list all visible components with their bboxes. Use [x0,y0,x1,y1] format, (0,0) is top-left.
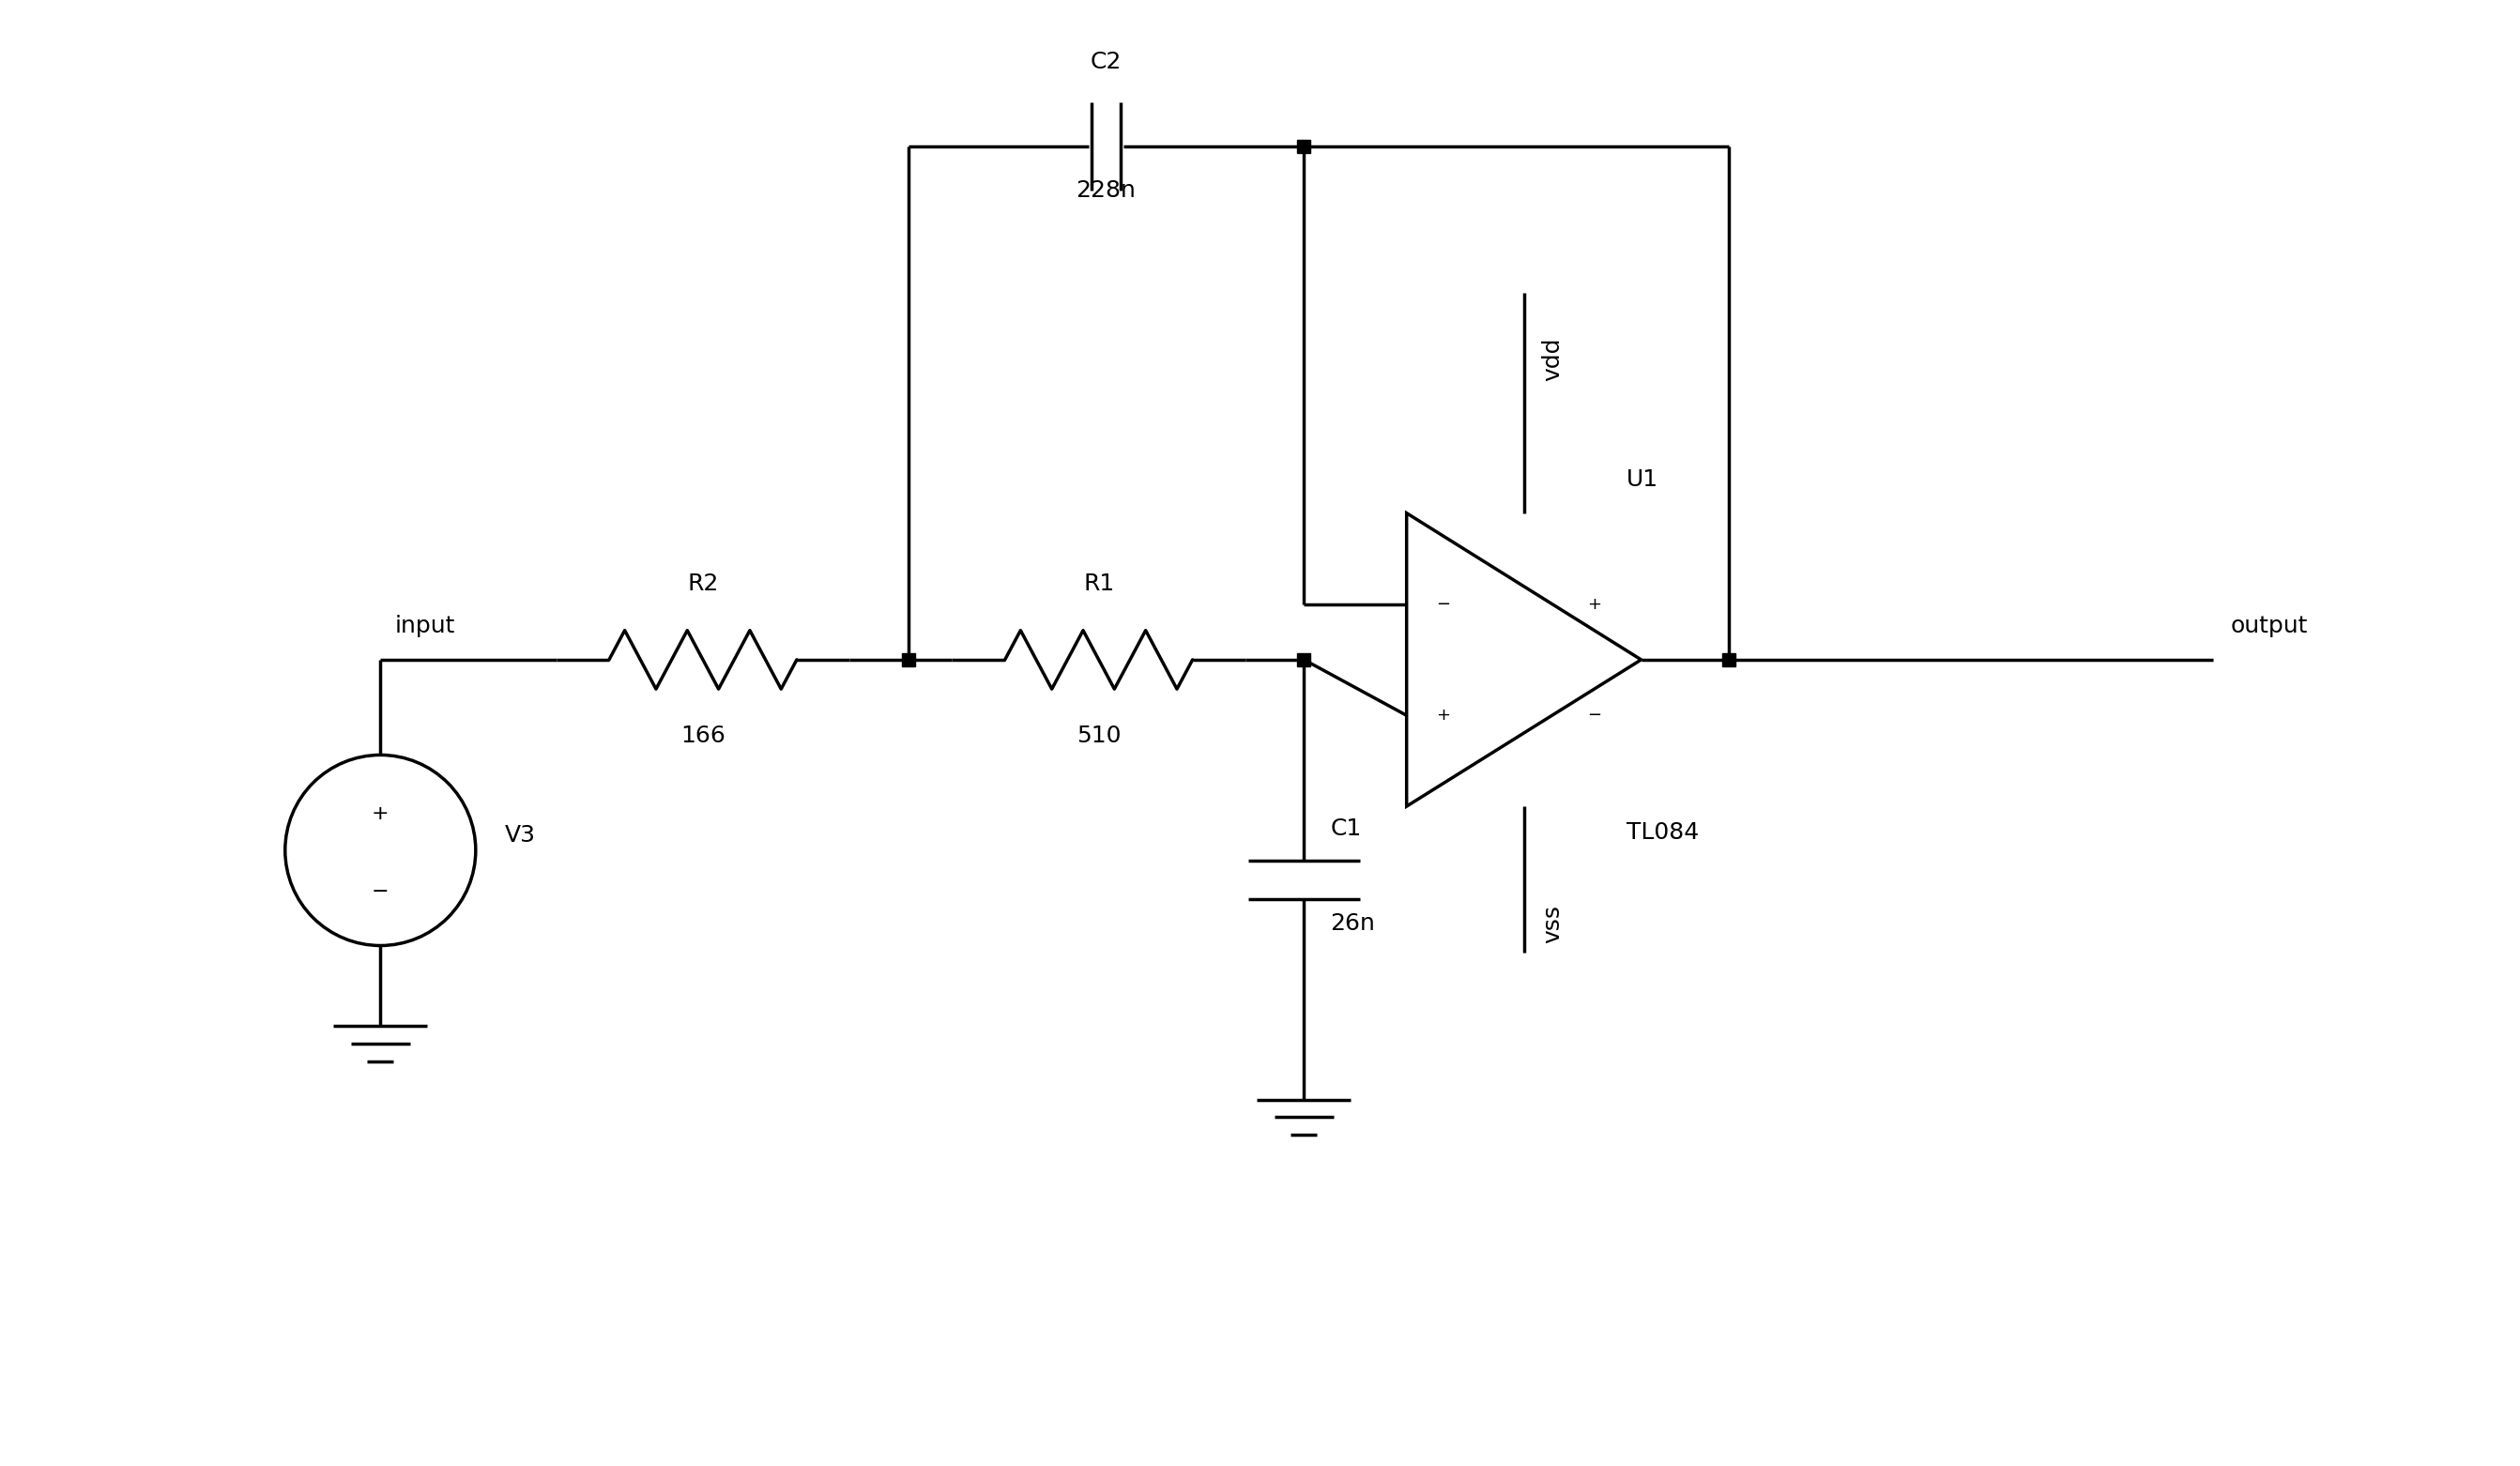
Text: U1: U1 [1625,469,1658,491]
Text: 510: 510 [1076,724,1121,746]
Text: 166: 166 [680,724,726,746]
Text: 26n: 26n [1331,912,1376,935]
Text: R2: R2 [688,573,718,595]
Text: +: + [1436,707,1452,724]
Text: V3: V3 [504,824,537,847]
Text: −: − [1436,595,1452,613]
Text: C1: C1 [1331,817,1361,840]
Text: vss: vss [1542,905,1565,943]
Text: vdd: vdd [1542,337,1565,381]
Text: input: input [396,616,456,638]
Text: TL084: TL084 [1625,821,1698,843]
Text: −: − [370,883,388,900]
Text: −: − [1588,707,1600,724]
Text: C2: C2 [1091,51,1121,73]
Text: 228n: 228n [1076,179,1137,201]
Text: R1: R1 [1084,573,1114,595]
Text: +: + [1588,595,1600,613]
Text: +: + [370,805,388,822]
Text: output: output [2230,616,2308,638]
